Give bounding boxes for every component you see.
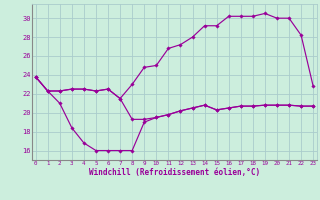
X-axis label: Windchill (Refroidissement éolien,°C): Windchill (Refroidissement éolien,°C) [89, 168, 260, 177]
